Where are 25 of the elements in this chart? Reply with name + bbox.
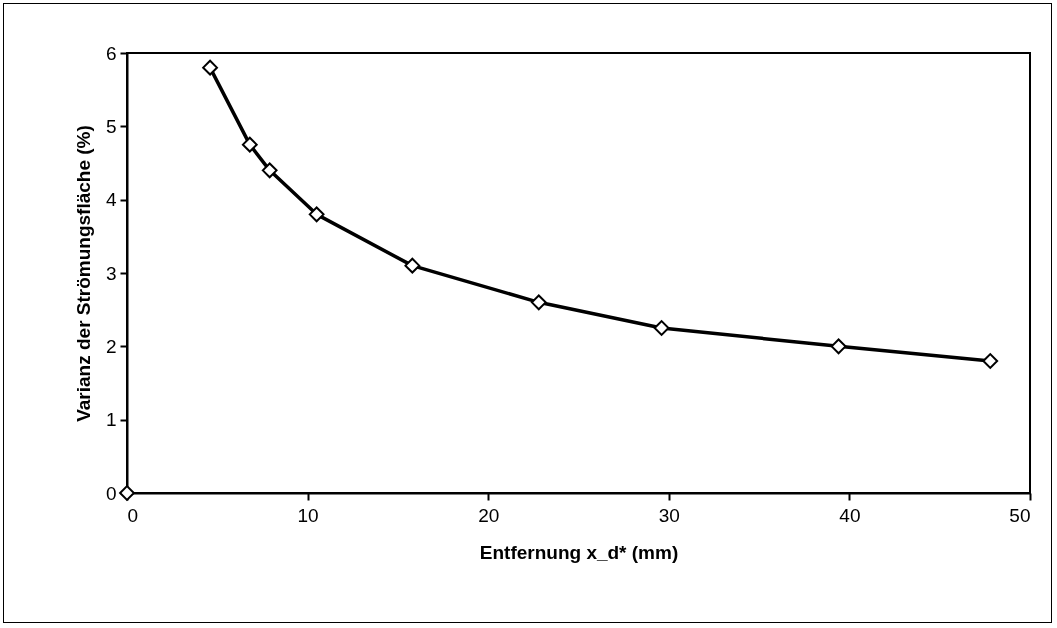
x-tick-label: 50: [1009, 504, 1031, 526]
point: [241, 136, 258, 153]
y-axis-title: Varianz der Strömungsfläche (%): [72, 125, 94, 422]
x-axis-title: Entfernung x_d* (mm): [479, 541, 679, 563]
x-tick-label: 10: [297, 504, 319, 526]
x-tick-label: 20: [478, 504, 500, 526]
point: [404, 257, 421, 274]
y-tick-label: 3: [105, 262, 117, 284]
point: [530, 294, 547, 311]
point: [202, 59, 218, 76]
point: [653, 320, 670, 336]
point: [261, 162, 278, 179]
y-tick-label: 5: [105, 115, 117, 137]
x-tick-label: 30: [658, 504, 680, 526]
y-tick-label: 0: [105, 482, 117, 504]
y-tick-label: 2: [105, 335, 117, 357]
point: [982, 353, 999, 369]
point: [308, 206, 325, 223]
y-tick-label: 1: [105, 409, 117, 431]
y-tick-label: 4: [105, 189, 117, 211]
x-tick-label: 40: [839, 504, 861, 526]
point: [119, 485, 135, 501]
point: [830, 338, 847, 355]
y-tick-label: 6: [105, 42, 117, 64]
x-tick-label: 0: [127, 504, 139, 526]
